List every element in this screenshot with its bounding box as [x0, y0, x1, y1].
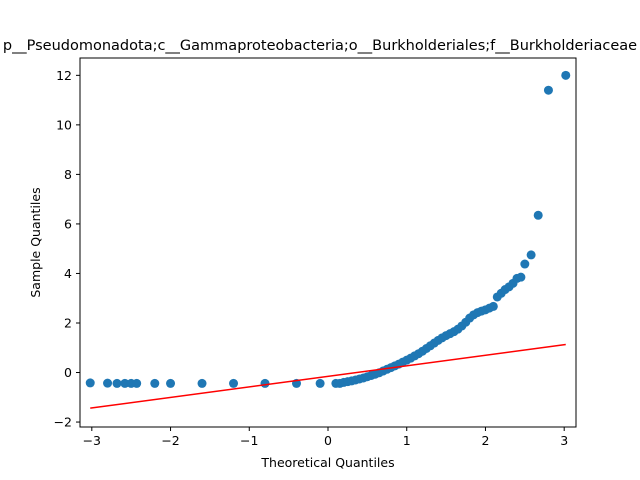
data-point	[229, 378, 239, 388]
plot-frame	[79, 57, 577, 428]
x-tick-label: 2	[481, 433, 489, 448]
y-axis-label: Sample Quantiles	[28, 187, 43, 297]
y-tick-label: 2	[64, 315, 72, 330]
data-point	[260, 378, 270, 388]
data-point	[315, 378, 325, 388]
data-point	[543, 85, 553, 95]
x-axis-ticks: −3 −2 −1 0 1 2 3	[83, 427, 568, 448]
y-tick-label: 10	[56, 117, 72, 132]
data-point	[120, 378, 130, 388]
data-point	[533, 210, 543, 220]
data-point	[526, 250, 536, 260]
data-point	[516, 272, 526, 282]
y-axis-ticks: −2 0 2 4 6 8 10 12	[54, 68, 80, 430]
y-tick-label: 6	[64, 216, 72, 231]
data-point	[197, 378, 207, 388]
data-point	[166, 378, 176, 388]
x-tick-label: 0	[324, 433, 332, 448]
x-tick-label: −1	[240, 433, 258, 448]
x-tick-label: −2	[161, 433, 179, 448]
x-axis-label: Theoretical Quantiles	[260, 455, 394, 470]
reference-line	[90, 343, 566, 409]
data-point	[488, 301, 498, 311]
y-tick-label: 12	[56, 68, 72, 83]
y-tick-label: 4	[64, 266, 72, 281]
data-point	[132, 378, 142, 388]
data-point	[85, 378, 95, 388]
x-tick-label: 1	[403, 433, 411, 448]
y-tick-label: 8	[64, 167, 72, 182]
x-tick-label: 3	[560, 433, 568, 448]
plot-area	[85, 70, 571, 409]
data-point	[103, 378, 113, 388]
y-tick-label: −2	[54, 415, 72, 430]
chart-title: p__Pseudomonadota;c__Gammaproteobacteria…	[3, 38, 637, 54]
data-point	[520, 259, 530, 269]
data-point	[150, 378, 160, 388]
y-tick-label: 0	[64, 365, 72, 380]
data-point	[561, 70, 571, 80]
x-tick-label: −3	[83, 433, 101, 448]
data-point	[112, 378, 122, 388]
